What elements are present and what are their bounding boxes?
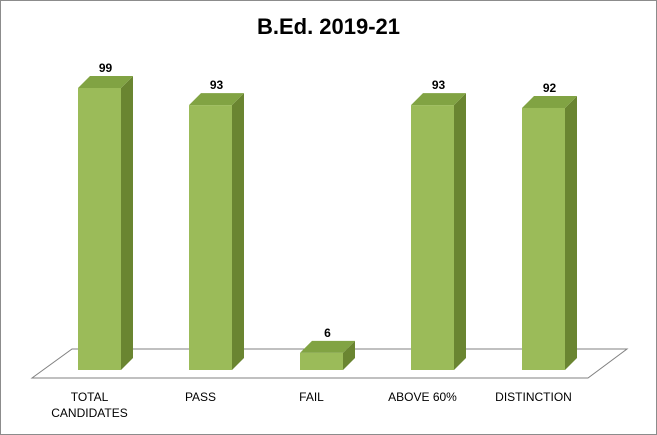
data-label: 92 (543, 81, 557, 95)
bar (300, 352, 343, 370)
bar-top (411, 93, 466, 106)
bar (78, 88, 121, 370)
data-label: 93 (210, 78, 224, 92)
bar-top (522, 95, 577, 108)
bar-side (232, 93, 244, 370)
data-label: 93 (432, 78, 446, 92)
category-label: ABOVE 60% (388, 390, 457, 404)
data-label: 6 (324, 326, 331, 340)
data-label: 99 (99, 61, 113, 75)
bar (411, 105, 454, 370)
bar-side (454, 93, 466, 370)
bar (522, 107, 565, 370)
bar-side (565, 95, 577, 370)
category-label: TOTAL (71, 390, 109, 404)
bar-top (300, 340, 355, 353)
bar-top (189, 93, 244, 106)
bar-side (121, 76, 133, 370)
bar (189, 105, 232, 370)
category-label: FAIL (299, 390, 324, 404)
chart-title: B.Ed. 2019-21 (256, 14, 401, 39)
category-label: PASS (185, 390, 216, 404)
category-label: DISTINCTION (495, 390, 572, 404)
category-label: CANDIDATES (51, 406, 127, 420)
bar-side (343, 340, 355, 370)
bar-top (78, 76, 133, 88)
